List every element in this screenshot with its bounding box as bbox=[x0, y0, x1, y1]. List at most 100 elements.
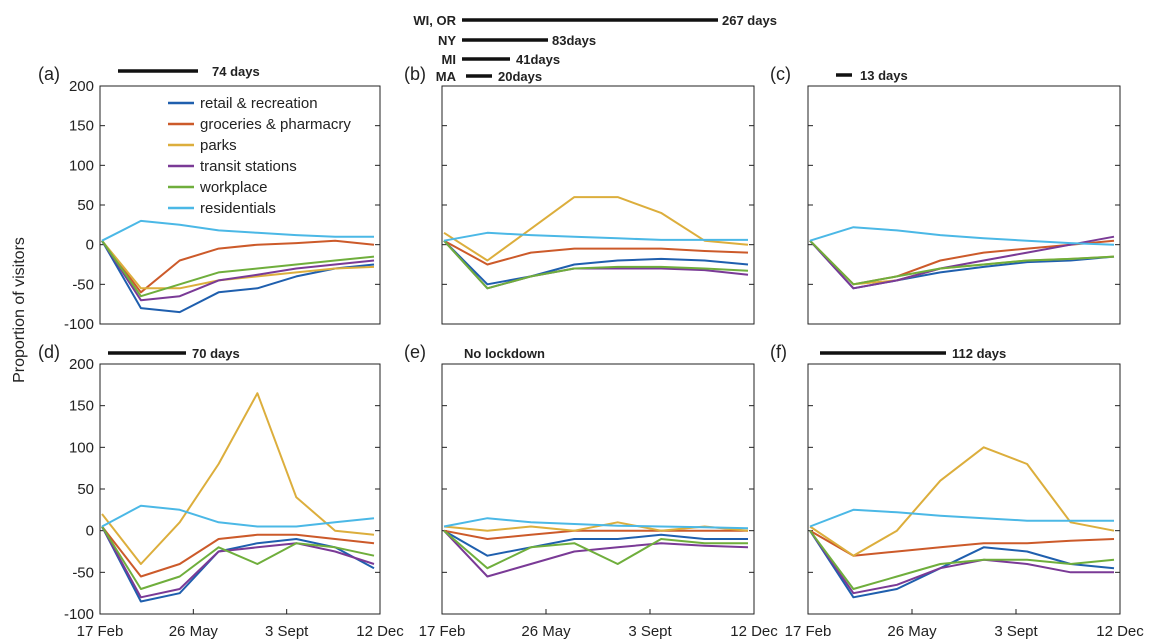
lockdown-duration-label: 267 days bbox=[722, 13, 777, 28]
x-tick-label: 26 May bbox=[521, 623, 571, 640]
x-tick-label: 12 Dec bbox=[1096, 623, 1144, 640]
panel-1: 200 150 100 50 0 -50 -100 (a) retail & recreatio… bbox=[38, 64, 381, 333]
panel-tag: (b) bbox=[404, 64, 426, 84]
panel-tag: (c) bbox=[770, 64, 791, 84]
x-tick-label: 17 Feb bbox=[77, 623, 124, 640]
state-label: MA bbox=[436, 69, 457, 84]
lockdown-duration-label: 13 days bbox=[860, 68, 908, 83]
y-axis-label: Proportion of visitors bbox=[11, 237, 28, 383]
panel-2: (b) bbox=[404, 64, 755, 325]
legend-label-transit: transit stations bbox=[200, 158, 297, 175]
series-line-parks bbox=[809, 239, 1115, 286]
series-line-workplace bbox=[101, 525, 375, 590]
lockdown-annotation: No lockdown bbox=[464, 346, 545, 361]
series-line-workplace bbox=[809, 530, 1115, 590]
y-tick-label: 50 bbox=[77, 481, 94, 498]
lockdown-annotation: 13 days bbox=[836, 68, 908, 83]
x-tick-label: 12 Dec bbox=[356, 623, 404, 640]
y-tick-label: -100 bbox=[64, 606, 94, 623]
panel-5: 17 Feb 26 May 3 Sept 12 Dec (e) bbox=[404, 342, 778, 640]
legend-label-parks: parks bbox=[200, 137, 237, 154]
x-tick-label: 17 Feb bbox=[419, 623, 466, 640]
legend-label-retail: retail & recreation bbox=[200, 95, 318, 112]
panel-tag: (f) bbox=[770, 342, 787, 362]
panel-3: (c) bbox=[770, 64, 1121, 325]
series-line-workplace bbox=[443, 529, 748, 570]
panel-tag: (a) bbox=[38, 64, 60, 84]
panel-tag: (d) bbox=[38, 342, 60, 362]
legend-label-workplace: workplace bbox=[199, 179, 268, 196]
lockdown-duration-label: No lockdown bbox=[464, 346, 545, 361]
series-line-parks bbox=[809, 446, 1115, 557]
series-line-groceries bbox=[809, 529, 1115, 557]
series-line-transit bbox=[101, 240, 375, 302]
lockdown-annotation: 112 days bbox=[820, 346, 1006, 361]
legend-label-groceries: groceries & pharmacry bbox=[200, 116, 351, 133]
state-label: WI, OR bbox=[413, 13, 456, 28]
series-line-retail bbox=[443, 239, 749, 286]
y-tick-label: 0 bbox=[86, 523, 94, 540]
series-line-workplace bbox=[443, 240, 749, 290]
series-line-retail bbox=[443, 529, 748, 557]
series-line-residential bbox=[443, 231, 748, 242]
panel-6: 17 Feb 26 May 3 Sept 12 Dec (f) bbox=[770, 342, 1144, 640]
y-tick-label: -50 bbox=[72, 564, 94, 581]
panels-layer: 200 150 100 50 0 -50 -100 (a) retail & recreatio… bbox=[38, 64, 1144, 640]
series-line-residential bbox=[443, 517, 749, 530]
x-tick-label: 3 Sept bbox=[994, 623, 1038, 640]
y-tick-label: 150 bbox=[69, 118, 94, 135]
x-tick-label: 3 Sept bbox=[265, 623, 309, 640]
y-tick-label: 50 bbox=[77, 197, 94, 214]
series-line-workplace bbox=[809, 239, 1115, 286]
x-tick-label: 26 May bbox=[169, 623, 219, 640]
series-line-residential bbox=[809, 508, 1114, 528]
x-tick-label: 12 Dec bbox=[730, 623, 778, 640]
legend-label-residential: residentials bbox=[200, 200, 276, 217]
series-line-retail bbox=[101, 240, 375, 314]
y-tick-label: 100 bbox=[69, 439, 94, 456]
lockdown-annotation: WI, OR 267 days bbox=[413, 13, 777, 28]
lockdown-duration-label: 83days bbox=[552, 33, 596, 48]
state-label: MI bbox=[442, 52, 456, 67]
series-line-transit bbox=[443, 530, 749, 578]
series-line-parks bbox=[443, 196, 749, 262]
series-line-groceries bbox=[809, 239, 1115, 286]
y-tick-label: 100 bbox=[69, 157, 94, 174]
lockdown-annotation: 70 days bbox=[108, 346, 240, 361]
y-tick-label: 200 bbox=[69, 78, 94, 95]
series-line-transit bbox=[809, 235, 1115, 290]
lockdown-annotation: 74 days bbox=[118, 64, 260, 79]
series-line-parks bbox=[101, 392, 375, 565]
series-line-groceries bbox=[101, 525, 375, 578]
lockdown-duration-label: 112 days bbox=[952, 346, 1006, 361]
y-tick-label: 0 bbox=[86, 237, 94, 254]
series-line-residential bbox=[101, 219, 374, 242]
panel-tag: (e) bbox=[404, 342, 426, 362]
series-line-residential bbox=[809, 226, 1115, 246]
y-tick-label: -100 bbox=[64, 316, 94, 333]
plot-frame bbox=[807, 363, 1121, 615]
y-tick-label: -50 bbox=[72, 276, 94, 293]
series-line-groceries bbox=[443, 529, 748, 540]
lockdown-duration-label: 41days bbox=[516, 52, 560, 67]
series-line-groceries bbox=[101, 239, 375, 294]
lockdown-annotation: MA 20days bbox=[436, 69, 542, 84]
lockdown-duration-label: 20days bbox=[498, 69, 542, 84]
x-tick-label: 26 May bbox=[887, 623, 937, 640]
series-line-groceries bbox=[443, 239, 749, 266]
lockdown-duration-label: 74 days bbox=[212, 64, 260, 79]
lockdown-annotation: NY 83days bbox=[438, 33, 596, 48]
y-tick-label: 200 bbox=[69, 356, 94, 373]
legend: retail & recreation groceries & pharmacry… bbox=[168, 95, 351, 217]
lockdown-duration-label: 70 days bbox=[192, 346, 240, 361]
lockdown-annotation: MI 41days bbox=[442, 52, 561, 67]
series-line-residential bbox=[101, 504, 375, 528]
annotations-layer: 74 days WI, OR 267 days NY 83days MI 41days MA 2… bbox=[108, 13, 1006, 361]
series-line-retail bbox=[809, 530, 1115, 599]
x-tick-label: 3 Sept bbox=[628, 623, 672, 640]
state-label: NY bbox=[438, 33, 456, 48]
x-tick-label: 17 Feb bbox=[785, 623, 832, 640]
series-line-transit bbox=[809, 530, 1114, 595]
